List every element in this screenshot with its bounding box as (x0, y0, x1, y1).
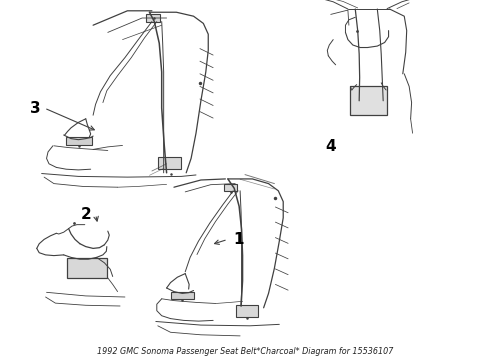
Text: 3: 3 (29, 100, 40, 116)
Text: 1992 GMC Sonoma Passenger Seat Belt*Charcoal* Diagram for 15536107: 1992 GMC Sonoma Passenger Seat Belt*Char… (97, 347, 393, 356)
Bar (67, 258, 107, 278)
Text: 4: 4 (325, 139, 336, 154)
Bar (171, 292, 194, 299)
Bar (236, 305, 258, 317)
Bar (350, 86, 387, 115)
Bar (224, 184, 237, 191)
Bar (66, 137, 92, 145)
Bar (146, 14, 160, 22)
Text: 2: 2 (81, 207, 92, 222)
Bar (158, 157, 181, 169)
Text: 1: 1 (234, 232, 244, 247)
